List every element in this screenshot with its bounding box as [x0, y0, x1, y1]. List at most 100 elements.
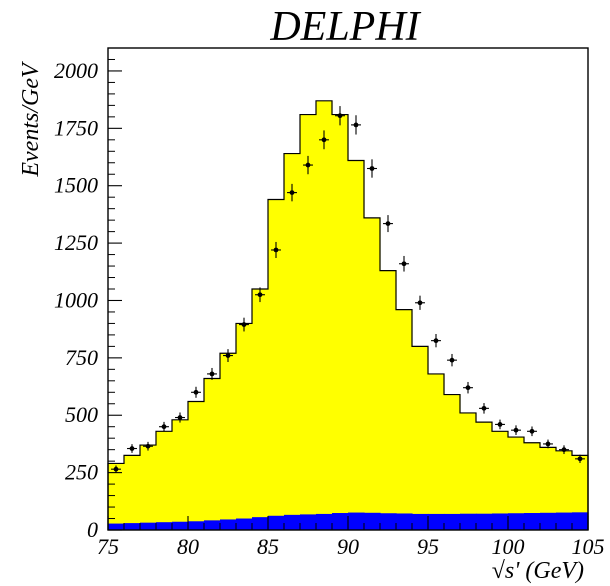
data-point-marker: [481, 405, 487, 411]
histogram-bar: [508, 437, 525, 530]
histogram-bar: [268, 515, 285, 530]
histogram-bar: [284, 153, 301, 530]
y-tick-label: 1750: [54, 115, 98, 140]
data-point-marker: [545, 441, 551, 447]
y-tick-label: 1250: [54, 230, 98, 255]
x-tick-label: 95: [417, 534, 439, 559]
data-point-marker: [433, 338, 439, 344]
histogram-bar: [572, 512, 589, 530]
histogram-bar: [476, 513, 493, 530]
data-point-marker: [337, 113, 343, 119]
x-tick-label: 90: [337, 534, 359, 559]
data-point-marker: [289, 190, 295, 196]
histogram-bar: [300, 514, 317, 530]
data-point: [335, 106, 345, 126]
histogram-outline: [107, 100, 589, 530]
data-point: [447, 353, 457, 367]
data-point: [575, 454, 585, 463]
histogram-bar: [348, 160, 365, 530]
x-tick-label: 75: [97, 534, 119, 559]
x-axis-title: √s' (GeV): [492, 558, 584, 584]
data-point-marker: [145, 443, 151, 449]
data-point-marker: [465, 385, 471, 391]
histogram-bar: [252, 517, 269, 530]
data-point-marker: [449, 357, 455, 363]
y-axis-title: Events/GeV: [18, 61, 44, 178]
x-tick-label: 105: [572, 534, 605, 559]
data-point-marker: [305, 162, 311, 168]
data-point-marker: [497, 422, 503, 427]
histogram-bar: [364, 512, 381, 530]
histogram-bar: [540, 512, 557, 530]
histogram-bar: [236, 518, 253, 530]
data-point: [479, 403, 489, 414]
histogram-bar: [252, 289, 269, 530]
chart-title: DELPHI: [269, 4, 421, 50]
histogram-bar: [572, 455, 589, 530]
histogram-bar: [220, 353, 237, 530]
data-point-marker: [193, 389, 199, 395]
histogram-bar: [492, 431, 509, 530]
data-point-marker: [129, 446, 135, 451]
data-point-marker: [401, 261, 407, 267]
y-tick-label: 750: [65, 345, 98, 370]
histogram-bar: [156, 522, 173, 530]
data-point-marker: [225, 353, 231, 358]
data-point-marker: [369, 166, 375, 171]
data-point: [255, 287, 265, 303]
data-point: [159, 421, 169, 432]
data-point-marker: [577, 456, 583, 462]
data-point-marker: [321, 137, 327, 143]
data-point: [543, 439, 553, 449]
data-point: [175, 412, 185, 423]
y-tick-label: 500: [65, 402, 98, 427]
histogram-bar: [524, 513, 541, 530]
histogram-bar: [300, 114, 317, 530]
data-point-marker: [561, 447, 567, 453]
histogram-bar: [332, 513, 349, 530]
histogram-bar: [540, 447, 557, 530]
data-point: [239, 317, 249, 332]
histogram-bar: [412, 513, 429, 530]
histogram-bar: [428, 513, 445, 530]
histogram-bar: [556, 512, 573, 530]
histogram-bar: [188, 401, 205, 530]
histogram-bar: [220, 519, 237, 530]
histogram-bar: [124, 523, 141, 530]
data-point: [143, 441, 153, 451]
histogram-bar: [412, 346, 429, 530]
data-point: [431, 333, 441, 348]
histogram-bar: [204, 378, 221, 530]
histogram-bar: [140, 522, 157, 530]
data-point-marker: [241, 322, 247, 327]
data-point: [415, 295, 425, 310]
histogram-bar: [172, 419, 189, 530]
histogram-bar: [284, 514, 301, 530]
histogram-bar: [316, 100, 333, 530]
data-point-marker: [273, 247, 279, 253]
x-tick-label: 85: [257, 534, 279, 559]
data-point-marker: [113, 466, 119, 472]
plot-area: 0 250 500 750 1000 1250 1500 1750 2000 75 80 85 90 95…: [54, 47, 605, 559]
histogram-bar: [428, 373, 445, 530]
data-point-marker: [209, 371, 215, 377]
histogram-bar: [396, 513, 413, 530]
data-point: [207, 367, 217, 380]
y-tick-label: 2000: [54, 58, 98, 83]
data-point-marker: [529, 428, 535, 434]
histogram-bar: [508, 513, 525, 530]
histogram-bar: [348, 512, 365, 530]
histogram-bar: [124, 455, 141, 530]
data-point: [559, 445, 569, 455]
data-point-marker: [353, 122, 359, 128]
histogram-bar: [204, 520, 221, 530]
data-point: [383, 215, 393, 233]
data-point: [527, 426, 537, 437]
data-point-marker: [513, 427, 519, 433]
data-point: [111, 465, 121, 473]
y-tick-label: 0: [87, 517, 98, 542]
histogram-bar: [108, 463, 125, 530]
histogram-bar: [380, 270, 397, 530]
histogram-bar: [172, 521, 189, 530]
histogram-bar: [492, 513, 509, 530]
